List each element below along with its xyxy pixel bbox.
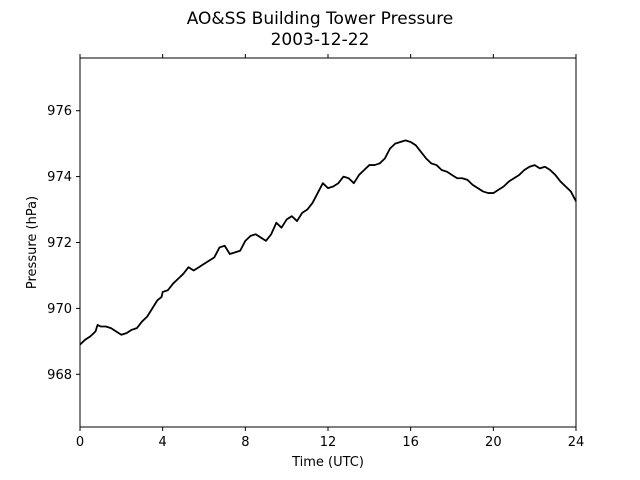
x-tick-label: 16 (402, 435, 419, 450)
pressure-series-line (79, 139, 577, 346)
y-tick-label: 976 (47, 104, 72, 119)
x-tick-label: 20 (485, 435, 502, 450)
y-axis-label: Pressure (hPa) (25, 196, 40, 289)
x-tick-label: 4 (159, 435, 167, 450)
y-axis-ticks: 968 970 972 974 976 (47, 104, 80, 383)
y-tick-label: 972 (47, 236, 72, 251)
y-tick-label: 974 (47, 170, 72, 185)
x-axis-label: Time (UTC) (291, 455, 364, 470)
chart-subtitle: 2003-12-22 (271, 30, 370, 50)
chart-title: AO&SS Building Tower Pressure (187, 9, 454, 29)
y-tick-label: 970 (47, 302, 72, 317)
y-tick-label: 968 (47, 368, 72, 383)
plot-area-frame (79, 57, 577, 428)
x-tick-label: 0 (76, 435, 84, 450)
x-axis-ticks: 0 4 8 12 16 20 24 (76, 54, 584, 450)
x-tick-label: 24 (568, 435, 585, 450)
x-tick-label: 12 (320, 435, 337, 450)
x-tick-label: 8 (241, 435, 249, 450)
